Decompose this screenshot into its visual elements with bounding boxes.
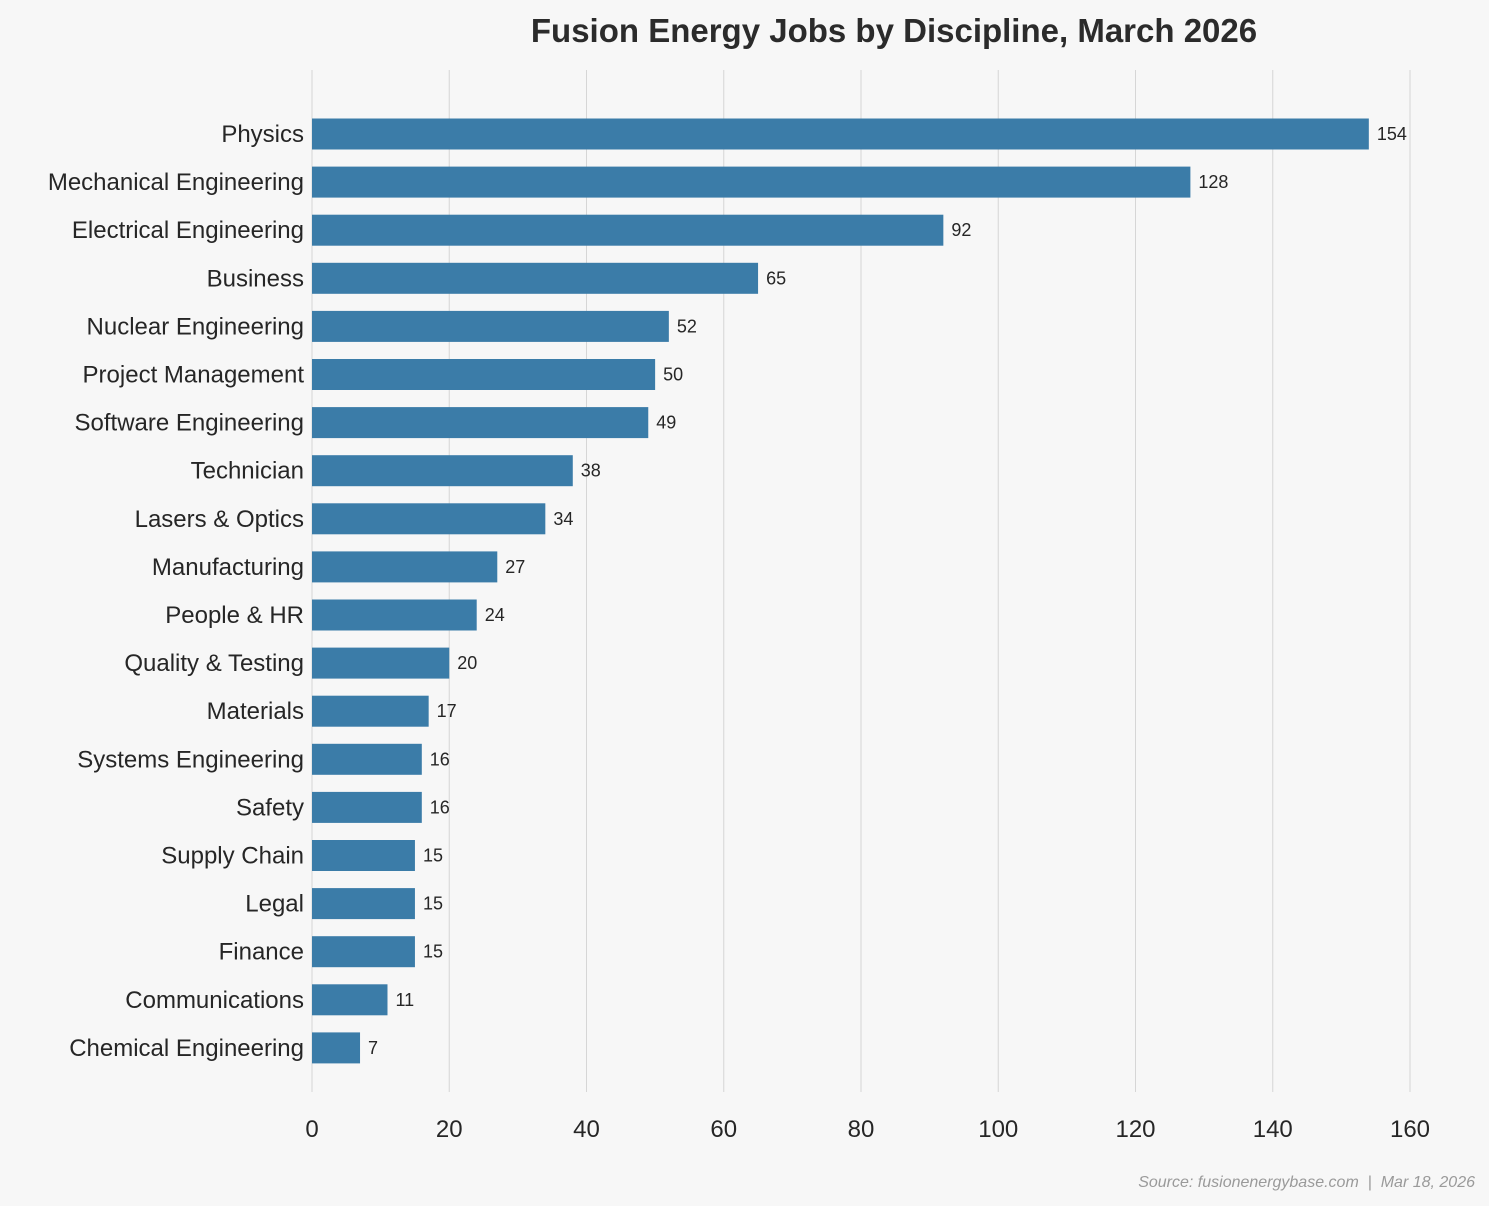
value-labels: 154 128 92 65 52 50 49 38 34 27 24 20 17 16 16 15 15 15 11… — [368, 124, 1407, 1058]
value-label: 15 — [423, 894, 443, 914]
value-label: 27 — [505, 557, 525, 577]
value-label: 65 — [766, 268, 786, 288]
x-tick-label: 0 — [305, 1116, 318, 1143]
value-label: 24 — [485, 605, 505, 625]
value-label: 34 — [553, 509, 573, 529]
category-label: Materials — [207, 698, 304, 725]
value-label: 92 — [951, 220, 971, 240]
category-label: Mechanical Engineering — [48, 169, 304, 196]
category-label: Technician — [191, 458, 304, 485]
category-label: Chemical Engineering — [69, 1035, 304, 1062]
bar — [312, 791, 422, 823]
bar — [312, 551, 498, 583]
category-label: Manufacturing — [152, 554, 304, 581]
value-label: 16 — [430, 797, 450, 817]
bar — [312, 359, 656, 390]
value-label: 20 — [457, 653, 477, 673]
bar — [312, 407, 649, 439]
bar — [312, 310, 669, 342]
category-label: Electrical Engineering — [72, 217, 304, 244]
category-label: Systems Engineering — [77, 746, 304, 773]
x-tick-label: 40 — [573, 1116, 600, 1143]
value-label: 17 — [437, 701, 457, 721]
value-label: 50 — [663, 365, 683, 385]
x-axis-tick-labels: 0 20 40 60 80 100 120 140 160 — [305, 1116, 1430, 1143]
category-label: People & HR — [165, 602, 304, 629]
x-tick-label: 120 — [1115, 1116, 1155, 1143]
value-label: 49 — [656, 413, 676, 433]
x-tick-label: 160 — [1390, 1116, 1430, 1143]
category-label: Project Management — [83, 362, 305, 389]
value-label: 38 — [581, 461, 601, 481]
bar — [312, 599, 477, 631]
category-label: Physics — [221, 121, 304, 148]
bar — [312, 503, 546, 535]
value-label: 154 — [1377, 124, 1407, 144]
value-label: 52 — [677, 316, 697, 336]
value-label: 11 — [395, 990, 414, 1010]
x-tick-label: 20 — [436, 1116, 463, 1143]
bar — [312, 214, 944, 246]
value-label: 15 — [423, 942, 443, 962]
bar — [312, 840, 415, 871]
category-label: Finance — [219, 939, 304, 966]
source-note: Source: fusionenergybase.com | Mar 18, 2… — [1138, 1174, 1475, 1191]
bar — [312, 936, 415, 968]
bar — [312, 455, 573, 487]
x-tick-label: 140 — [1253, 1116, 1293, 1143]
x-tick-label: 60 — [710, 1116, 737, 1143]
value-label: 7 — [368, 1038, 378, 1058]
bar — [312, 647, 450, 679]
category-labels: Physics Mechanical Engineering Electrical … — [48, 121, 305, 1062]
bar — [312, 695, 429, 727]
bar — [312, 262, 759, 294]
bar — [312, 166, 1191, 198]
value-label: 16 — [430, 749, 450, 769]
x-tick-label: 100 — [978, 1116, 1018, 1143]
bars — [312, 118, 1369, 1064]
category-label: Quality & Testing — [124, 650, 304, 677]
bar — [312, 888, 415, 920]
category-label: Safety — [236, 794, 304, 821]
category-label: Nuclear Engineering — [87, 313, 304, 340]
bar — [312, 118, 1369, 150]
category-label: Legal — [245, 891, 304, 918]
bar — [312, 984, 388, 1016]
bar — [312, 1032, 361, 1064]
category-label: Lasers & Optics — [135, 506, 304, 533]
category-label: Business — [207, 265, 304, 292]
value-label: 15 — [423, 846, 443, 866]
chart-title: Fusion Energy Jobs by Discipline, March … — [531, 12, 1257, 49]
x-tick-label: 80 — [848, 1116, 875, 1143]
value-label: 128 — [1198, 172, 1228, 192]
bar — [312, 743, 422, 775]
category-label: Communications — [125, 987, 304, 1014]
category-label: Software Engineering — [75, 410, 304, 437]
category-label: Supply Chain — [161, 843, 304, 870]
